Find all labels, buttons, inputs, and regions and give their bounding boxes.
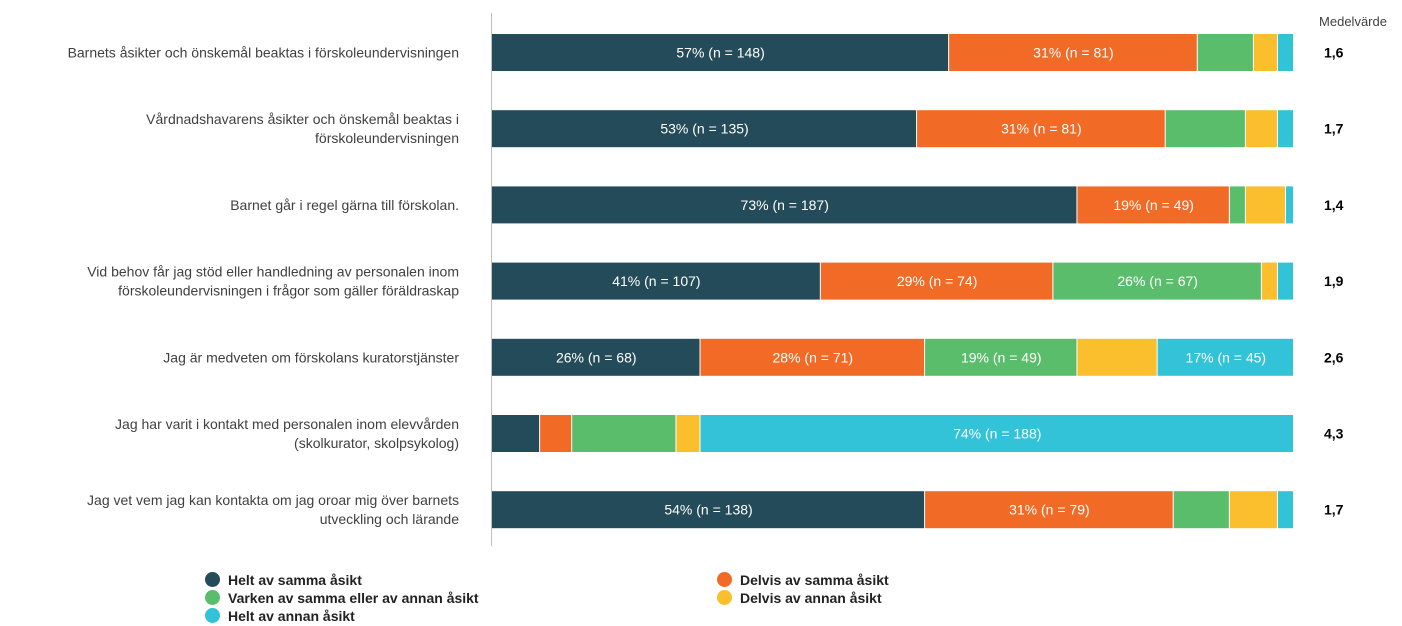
bar-segment (492, 262, 820, 300)
bar-segment (1277, 262, 1293, 300)
mean-value: 1,7 (1324, 502, 1344, 518)
bar-segment (1277, 491, 1293, 529)
bar-segment (700, 415, 1293, 452)
category-label: Jag har varit i kontakt med personalen i… (115, 416, 459, 432)
data-label: 19% (n = 49) (1113, 197, 1194, 213)
category-label: Jag är medveten om förskolans kuratorstj… (163, 349, 459, 365)
data-label: 73% (n = 187) (741, 197, 829, 213)
legend-swatch (205, 590, 220, 605)
bar-segment (949, 34, 1197, 71)
data-label: 28% (n = 71) (773, 349, 854, 365)
bar-segment (540, 415, 572, 452)
category-label: Vårdnadshavarens åsikter och önskemål be… (146, 111, 459, 127)
bar-segment (492, 338, 700, 376)
data-label: 31% (n = 81) (1033, 45, 1114, 61)
bar-segment (820, 262, 1053, 300)
data-label: 41% (n = 107) (612, 273, 700, 289)
data-label: 26% (n = 68) (556, 349, 637, 365)
legend-label: Delvis av samma åsikt (740, 571, 889, 588)
bar-segment (1285, 186, 1293, 224)
legend-item: Helt av samma åsikt (205, 571, 717, 588)
bar-segment (700, 338, 925, 376)
bar-segment (1165, 110, 1245, 148)
stacked-bar-chart: Medelvärde Barnets åsikter och önskemål b… (68, 13, 1387, 546)
data-label: 31% (n = 81) (1001, 121, 1082, 137)
category-label: Barnets åsikter och önskemål beaktas i f… (68, 45, 459, 61)
data-label: 29% (n = 74) (897, 273, 978, 289)
bar-segment (492, 491, 925, 529)
mean-value: 1,7 (1324, 121, 1344, 137)
data-label: 54% (n = 138) (664, 502, 752, 518)
mean-header: Medelvärde (1319, 14, 1387, 29)
legend-swatch (717, 572, 732, 587)
legend-label: Helt av annan åsikt (228, 607, 355, 624)
data-label: 57% (n = 148) (676, 45, 764, 61)
bar-segment (492, 110, 917, 148)
bar-segment (1077, 338, 1157, 376)
legend-swatch (205, 608, 220, 623)
legend-item: Delvis av samma åsikt (717, 571, 965, 588)
category-label: utveckling och lärande (320, 511, 460, 527)
bar-segment (1229, 491, 1277, 529)
mean-value: 4,3 (1324, 426, 1344, 442)
bar-segment (1157, 338, 1293, 376)
bar-segment (1261, 262, 1277, 300)
category-label: förskoleundervisningen (315, 130, 459, 146)
category-label: Barnet går i regel gärna till förskolan. (230, 197, 459, 213)
bar-segment (1253, 34, 1277, 71)
legend: Helt av samma åsikt Delvis av samma åsikt… (205, 571, 965, 624)
mean-value: 1,4 (1324, 197, 1344, 213)
data-label: 17% (n = 45) (1186, 349, 1267, 365)
bar-segment (1277, 110, 1293, 148)
category-label: Jag vet vem jag kan kontakta om jag oroa… (87, 492, 459, 508)
data-label: 74% (n = 188) (953, 426, 1041, 442)
bar-segment (1229, 186, 1245, 224)
bar-segment (492, 415, 540, 452)
mean-value: 1,9 (1324, 273, 1344, 289)
bar-segment (1277, 34, 1293, 71)
legend-swatch (205, 572, 220, 587)
legend-swatch (717, 590, 732, 605)
data-label: 26% (n = 67) (1117, 273, 1198, 289)
bar-segment (925, 338, 1077, 376)
bar-segment (1077, 186, 1229, 224)
legend-item: Delvis av annan åsikt (717, 589, 965, 606)
mean-value: 1,6 (1324, 45, 1344, 61)
bar-segment (572, 415, 676, 452)
bar-segment (1245, 110, 1277, 148)
bar-segment (492, 34, 949, 71)
legend-item: Helt av annan åsikt (205, 607, 717, 624)
category-label: (skolkurator, skolpsykolog) (294, 435, 459, 451)
bar-segment (1173, 491, 1229, 529)
legend-label: Varken av samma eller av annan åsikt (228, 589, 479, 606)
bar-segment (1053, 262, 1261, 300)
category-label: förskoleundervisningen i frågor som gäll… (118, 283, 459, 299)
bar-segment (492, 186, 1077, 224)
bar-segment (917, 110, 1165, 148)
bar-segment (925, 491, 1173, 529)
legend-label: Helt av samma åsikt (228, 571, 362, 588)
data-label: 19% (n = 49) (961, 349, 1042, 365)
bar-segment (1197, 34, 1253, 71)
legend-label: Delvis av annan åsikt (740, 589, 882, 606)
bar-segment (1245, 186, 1285, 224)
legend-item: Varken av samma eller av annan åsikt (205, 589, 717, 606)
category-label: Vid behov får jag stöd eller handledning… (87, 264, 459, 280)
mean-value: 2,6 (1324, 349, 1344, 365)
data-label: 31% (n = 79) (1009, 502, 1090, 518)
data-label: 53% (n = 135) (660, 121, 748, 137)
bar-segment (676, 415, 700, 452)
